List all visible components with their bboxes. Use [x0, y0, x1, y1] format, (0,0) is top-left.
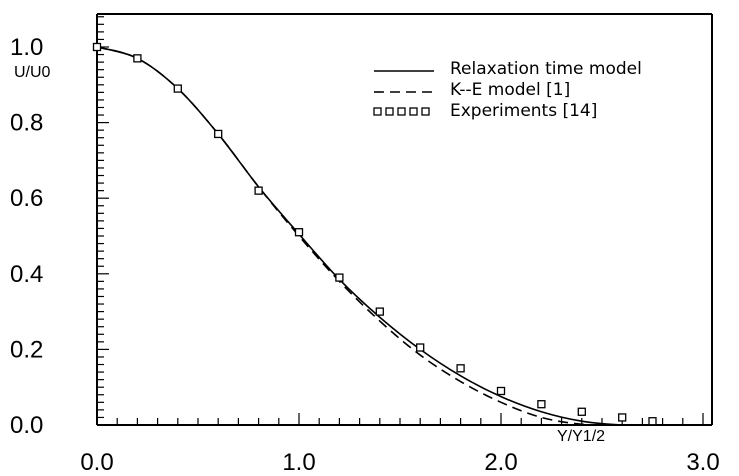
y-axis-label: U/U0 [14, 64, 51, 81]
legend-marker [397, 107, 406, 116]
experiment-marker [294, 228, 304, 237]
series-layer [92, 42, 663, 427]
x-tick-label: 3.0 [686, 449, 719, 476]
y-tick-label: 0.6 [10, 185, 43, 212]
legend-label-relaxation: Relaxation time model [450, 59, 642, 79]
legend-marker [421, 107, 430, 116]
y-tick-label: 0.2 [10, 336, 43, 363]
y-tick-label: 0.4 [10, 261, 43, 288]
legend-marker [385, 107, 394, 116]
legend-label-experiments: Experiments [14] [450, 101, 597, 121]
y-tick-label: 0.0 [10, 412, 43, 439]
x-tick-label: 1.0 [282, 449, 315, 476]
legend: Relaxation time model K--E model [1] Exp… [373, 59, 642, 121]
relaxation-model-line [96, 46, 663, 427]
y-tick-label: 0.8 [10, 110, 43, 137]
experiment-marker [133, 54, 142, 63]
experiment-marker [335, 273, 344, 282]
ke-model-line [96, 46, 623, 426]
experiment-marker [92, 42, 102, 52]
experiment-marker [618, 413, 627, 422]
y-tick-label: 1.0 [10, 34, 43, 61]
axis-ticks [96, 16, 704, 426]
experiment-marker [456, 364, 465, 373]
experiment-marker [173, 84, 182, 93]
experiment-marker [254, 186, 263, 195]
legend-label-ke: K--E model [1] [450, 80, 570, 100]
experiment-marker [375, 307, 384, 316]
experiment-marker [214, 129, 223, 139]
legend-marker [409, 107, 418, 116]
x-axis-label: Y/Y1/2 [557, 428, 605, 445]
legend-swatch-markers [373, 107, 430, 116]
x-tick-label: 0.0 [80, 449, 113, 476]
experiment-marker [416, 343, 425, 352]
experiment-marker [577, 407, 586, 416]
tick-labels: 0.0 0.2 0.4 0.6 0.8 1.0 0.0 1.0 2.0 3.0 [10, 34, 720, 476]
experiment-marker [537, 400, 546, 409]
experiment-marker [648, 417, 657, 426]
experiment-marker [496, 386, 506, 396]
x-tick-label: 2.0 [484, 449, 517, 476]
legend-marker [373, 107, 382, 116]
